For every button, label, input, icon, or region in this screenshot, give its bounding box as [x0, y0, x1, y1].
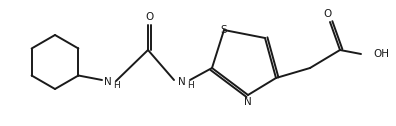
Text: H: H [113, 81, 120, 89]
Text: H: H [187, 81, 194, 89]
Text: N: N [244, 97, 252, 107]
Text: N: N [104, 77, 112, 87]
Text: N: N [178, 77, 186, 87]
Text: OH: OH [373, 49, 389, 59]
Text: O: O [145, 12, 153, 22]
Text: S: S [221, 25, 227, 35]
Text: O: O [324, 9, 332, 19]
